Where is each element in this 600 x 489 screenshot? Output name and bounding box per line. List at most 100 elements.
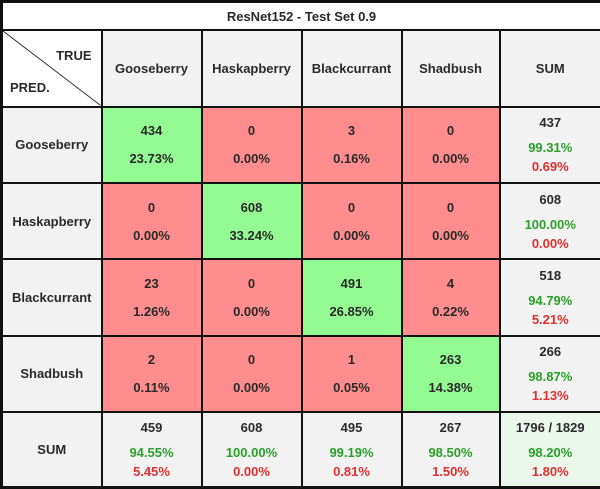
matrix-cell: 3 0.16% [300,105,403,184]
cell-percent: 0.00% [233,380,270,396]
cell-percent: 0.16% [333,151,370,167]
matrix-cell: 0 0.00% [100,181,203,261]
cell-count: 3 [347,123,356,139]
cell-count: 23 [144,276,159,291]
sum-count: 266 [539,344,562,360]
sum-bad-percent: 0.69% [531,159,569,175]
matrix-cell: 0 0.00% [400,181,501,261]
header-row: TRUE PRED. Gooseberry Haskapberry Blackc… [0,29,600,108]
column-sum-cell: 459 94.55% 5.45% [100,411,203,489]
cell-percent: 26.85% [329,304,374,319]
column-header-blackcurrant: Blackcurrant [300,29,403,108]
sum-good-percent: 100.00% [524,216,576,232]
pred-axis-label: PRED. [10,79,50,95]
sum-bad-percent: 1.50% [432,464,469,480]
column-header-sum: SUM [498,29,600,108]
cell-percent: 14.38% [428,380,473,396]
cell-count: 0 [446,123,455,139]
title-row: ResNet152 - Test Set 0.9 [0,0,600,32]
cell-percent: 0.00% [233,304,270,319]
row-sum-cell: 437 99.31% 0.69% [498,105,600,184]
table-row-sum: SUM 459 94.55% 5.45% 608 100.00% 0.00% 4… [0,411,600,489]
matrix-cell: 0 0.00% [300,181,403,261]
sum-bad-percent: 1.13% [531,388,569,404]
table-row-blackcurrant: Blackcurrant 23 1.26% 0 0.00% 491 26.85%… [0,258,600,337]
matrix-cell: 1 0.05% [300,334,403,414]
sum-bad-percent: 5.45% [133,464,170,480]
sum-bad-percent: 0.00% [233,464,270,480]
cell-percent: 0.11% [133,380,170,396]
matrix-cell: 0 0.00% [400,105,501,184]
row-label-haskapberry: Haskapberry [0,181,103,261]
sum-count: 518 [539,268,562,283]
cell-count: 1 [347,352,356,368]
cell-percent: 33.24% [229,227,274,243]
matrix-cell: 608 33.24% [200,181,303,261]
column-sum-cell: 495 99.19% 0.81% [300,411,403,489]
cell-count: 0 [147,199,156,215]
cell-count: 0 [446,199,455,215]
cell-percent: 0.00% [233,151,270,167]
matrix-cell: 0 0.00% [200,105,303,184]
cell-percent: 1.26% [133,304,170,319]
sum-good-percent: 99.19% [329,445,374,461]
column-header-gooseberry: Gooseberry [100,29,203,108]
table-row-gooseberry: Gooseberry 434 23.73% 0 0.00% 3 0.16% 0 … [0,105,600,184]
column-sum-cell: 608 100.00% 0.00% [200,411,303,489]
cell-count: 0 [247,276,256,291]
sum-count: 459 [140,420,163,436]
cell-count: 434 [140,123,163,139]
sum-good-percent: 100.00% [225,445,278,461]
cell-percent: 23.73% [129,151,174,167]
matrix-cell: 4 0.22% [400,258,501,337]
matrix-cell: 491 26.85% [300,258,403,337]
row-sum-cell: 518 94.79% 5.21% [498,258,600,337]
sum-bad-percent: 0.00% [531,235,569,251]
matrix-cell: 0 0.00% [200,258,303,337]
page-title: ResNet152 - Test Set 0.9 [0,0,600,32]
cell-percent: 0.00% [432,227,469,243]
column-header-shadbush: Shadbush [400,29,501,108]
sum-good-percent: 94.55% [129,445,174,461]
matrix-cell: 2 0.11% [100,334,203,414]
cell-count: 4 [446,276,455,291]
table-row-shadbush: Shadbush 2 0.11% 0 0.00% 1 0.05% 263 14.… [0,334,600,414]
sum-bad-percent: 0.81% [333,464,370,480]
cell-count: 0 [247,123,256,139]
total-count: 1796 / 1829 [515,420,585,436]
sum-count: 608 [240,420,263,436]
column-sum-cell: 267 98.50% 1.50% [400,411,501,489]
matrix-cell: 23 1.26% [100,258,203,337]
matrix-cell: 263 14.38% [400,334,501,414]
row-label-sum: SUM [0,411,103,489]
total-good-percent: 98.20% [528,445,573,461]
diagonal-divider-line [3,31,101,105]
cell-count: 608 [240,199,263,215]
cell-count: 0 [247,352,256,368]
sum-count: 267 [439,420,462,436]
sum-good-percent: 98.87% [528,369,573,385]
row-label-blackcurrant: Blackcurrant [0,258,103,337]
sum-good-percent: 98.50% [428,445,473,461]
table-row-haskapberry: Haskapberry 0 0.00% 608 33.24% 0 0.00% 0… [0,181,600,261]
row-label-gooseberry: Gooseberry [0,105,103,184]
sum-count: 495 [340,420,363,436]
cell-count: 2 [147,352,156,368]
sum-count: 608 [539,191,562,207]
grand-total-cell: 1796 / 1829 98.20% 1.80% [498,411,600,489]
matrix-cell: 0 0.00% [200,334,303,414]
cell-percent: 0.00% [432,151,469,167]
true-axis-label: TRUE [56,48,92,64]
cell-percent: 0.05% [333,380,370,396]
cell-percent: 0.00% [333,227,370,243]
cell-count: 491 [340,276,363,291]
sum-bad-percent: 5.21% [531,312,569,327]
cell-count: 263 [439,352,462,368]
row-label-shadbush: Shadbush [0,334,103,414]
sum-count: 437 [539,115,562,131]
corner-cell: TRUE PRED. [0,29,103,108]
cell-percent: 0.22% [432,304,469,319]
cell-count: 0 [347,199,356,215]
sum-good-percent: 99.31% [528,140,573,156]
